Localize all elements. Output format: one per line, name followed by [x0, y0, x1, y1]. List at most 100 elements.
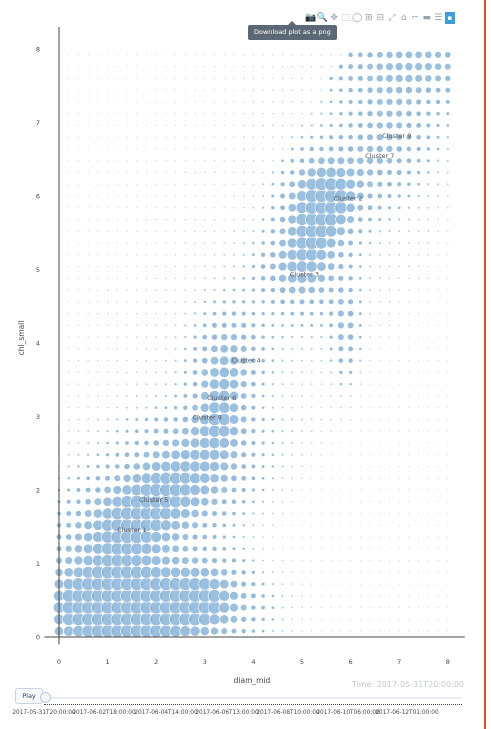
- data-point: [337, 227, 346, 236]
- data-point: [291, 619, 293, 621]
- data-point: [369, 301, 371, 303]
- data-point: [447, 195, 449, 197]
- data-point: [97, 243, 98, 244]
- data-point: [107, 113, 108, 114]
- data-point: [107, 54, 108, 55]
- spike-icon[interactable]: ⌐: [410, 12, 420, 24]
- data-point: [418, 584, 419, 585]
- data-point: [329, 323, 333, 327]
- data-point: [272, 54, 273, 55]
- hover-closest-icon[interactable]: ▬: [422, 12, 432, 24]
- data-point: [78, 337, 79, 338]
- slider-step-label[interactable]: 2017-06-02T18:00:00: [72, 710, 135, 716]
- data-point: [427, 135, 431, 139]
- data-point: [263, 66, 264, 67]
- data-point: [116, 430, 119, 433]
- data-point: [214, 195, 215, 196]
- data-point: [301, 348, 303, 350]
- data-point: [78, 219, 79, 220]
- data-point: [214, 148, 215, 149]
- data-point: [370, 560, 371, 561]
- data-point: [202, 535, 207, 540]
- data-point: [272, 595, 275, 598]
- data-point: [386, 110, 393, 117]
- data-point: [282, 477, 284, 479]
- data-point: [175, 195, 176, 196]
- data-point: [282, 560, 283, 561]
- data-point: [165, 242, 166, 243]
- data-point: [88, 54, 89, 55]
- data-point: [203, 312, 206, 315]
- autoscale-icon[interactable]: ⤢: [387, 12, 397, 24]
- data-point: [175, 278, 176, 279]
- data-point: [161, 532, 170, 541]
- data-point: [211, 498, 218, 505]
- data-point: [291, 430, 293, 432]
- box-select-icon[interactable]: ⬚: [341, 12, 351, 24]
- data-point: [425, 63, 433, 71]
- data-point: [220, 345, 228, 353]
- data-point: [117, 242, 118, 243]
- data-point: [78, 90, 79, 91]
- data-point: [437, 171, 439, 173]
- data-point: [447, 537, 448, 538]
- hover-compare-icon[interactable]: ☰: [434, 12, 444, 24]
- data-point: [252, 524, 254, 526]
- slider-step-label[interactable]: 2017-06-12T01:00:00: [375, 710, 438, 716]
- data-point: [320, 124, 323, 127]
- data-point: [379, 254, 381, 256]
- data-point: [311, 572, 312, 573]
- slider-step-label[interactable]: 2017-06-10T06:00:00: [316, 710, 379, 716]
- data-point: [360, 607, 361, 608]
- data-point: [291, 466, 293, 468]
- data-point: [230, 616, 237, 623]
- animation-slider-track[interactable]: [44, 697, 462, 699]
- data-point: [428, 419, 429, 420]
- data-point: [252, 277, 255, 280]
- home-icon[interactable]: ⌂: [399, 12, 409, 24]
- data-point: [311, 442, 312, 443]
- slider-step-label[interactable]: 2017-06-06T13:00:00: [195, 710, 258, 716]
- data-point: [321, 466, 322, 467]
- data-point: [428, 454, 429, 455]
- data-point: [68, 301, 69, 302]
- data-point: [339, 88, 343, 92]
- data-point: [428, 372, 429, 373]
- lasso-icon[interactable]: ◯: [352, 12, 362, 24]
- data-point: [272, 359, 275, 362]
- data-point: [75, 510, 81, 516]
- modebar: 📷 🔍 ✥ ⬚ ◯ ⊞ ⊟ ⤢ ⌂ ⌐ ▬ ☰ ▪: [306, 12, 455, 26]
- data-point: [437, 219, 438, 220]
- logo-icon[interactable]: ▪: [445, 12, 455, 24]
- data-point: [348, 88, 352, 92]
- data-point: [291, 607, 293, 609]
- zoom-out-icon[interactable]: ⊟: [376, 12, 386, 24]
- slider-step-label[interactable]: 2017-06-04T14:00:00: [134, 710, 197, 716]
- data-point: [331, 595, 332, 596]
- zoom-in-icon[interactable]: ⊞: [364, 12, 374, 24]
- data-point: [282, 630, 284, 632]
- animation-slider-handle[interactable]: [40, 692, 51, 703]
- data-point: [282, 618, 284, 620]
- data-point: [428, 301, 429, 302]
- slider-step-label[interactable]: 2017-05-31T20:00:00: [12, 710, 75, 716]
- data-point: [281, 159, 284, 162]
- data-point: [117, 348, 118, 349]
- data-point: [347, 157, 354, 164]
- data-point: [292, 501, 293, 502]
- pan-icon[interactable]: ✥: [329, 12, 339, 24]
- data-point: [123, 474, 131, 482]
- data-point: [428, 313, 429, 314]
- data-point: [447, 607, 448, 608]
- data-point: [347, 322, 354, 329]
- zoom-icon[interactable]: 🔍: [318, 12, 328, 24]
- data-point: [185, 78, 186, 79]
- camera-icon[interactable]: 📷: [306, 12, 316, 24]
- data-point: [321, 66, 322, 67]
- data-point: [185, 113, 186, 114]
- play-button[interactable]: Play: [15, 688, 43, 704]
- slider-step-label[interactable]: 2017-06-08T10:00:00: [256, 710, 319, 716]
- data-point: [68, 348, 69, 349]
- data-point: [171, 567, 181, 577]
